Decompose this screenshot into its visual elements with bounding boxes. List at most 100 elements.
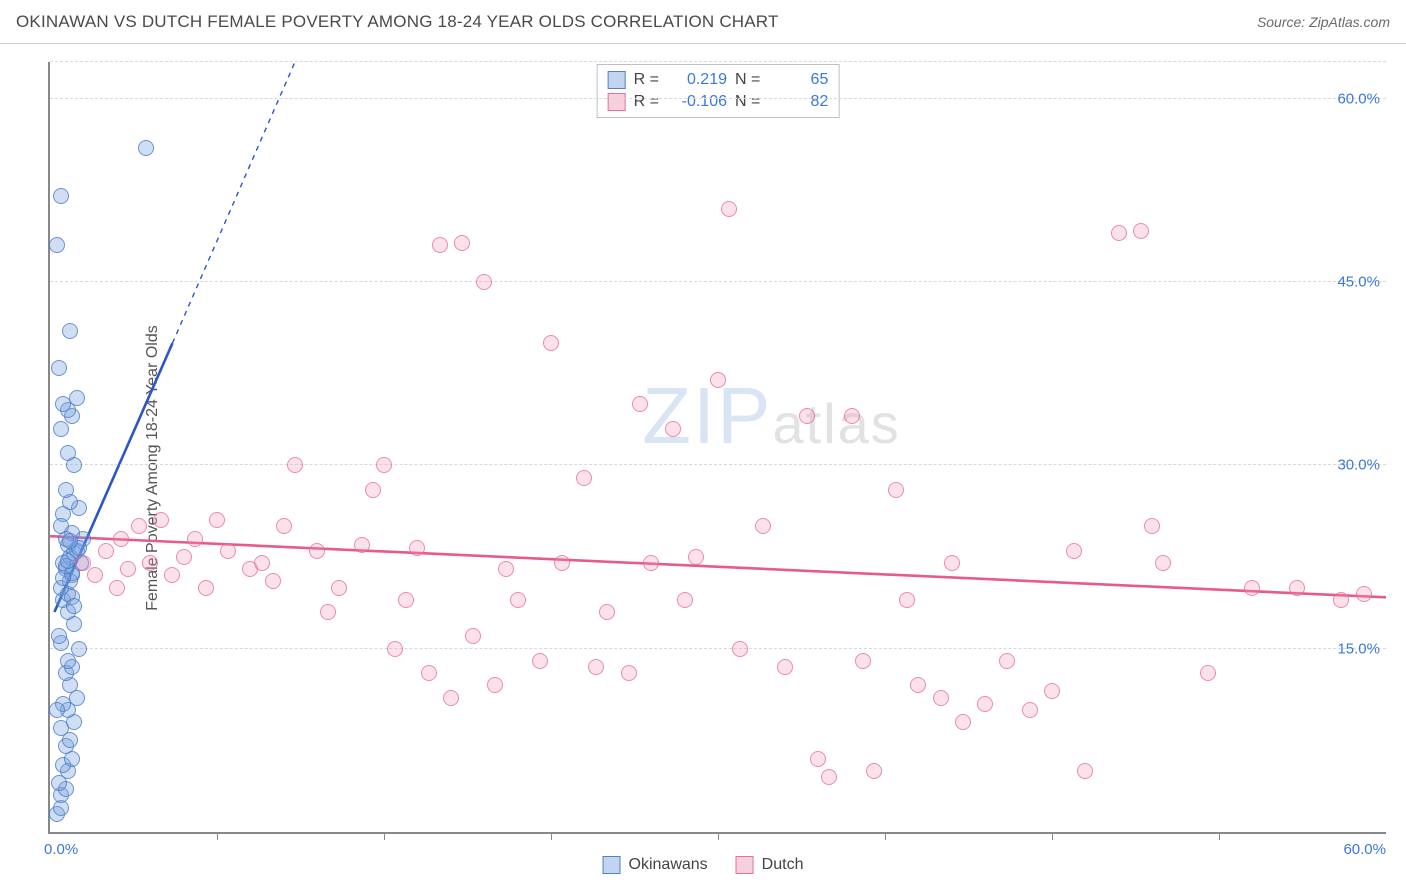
data-point-okinawans — [51, 360, 67, 376]
data-point-dutch — [365, 482, 381, 498]
title-bar: OKINAWAN VS DUTCH FEMALE POVERTY AMONG 1… — [0, 0, 1406, 44]
data-point-dutch — [1133, 223, 1149, 239]
data-point-okinawans — [62, 533, 78, 549]
data-point-dutch — [287, 457, 303, 473]
n-label: N = — [735, 71, 760, 89]
data-point-dutch — [599, 604, 615, 620]
r-value-okinawans: 0.219 — [667, 71, 727, 89]
gridline — [50, 464, 1386, 465]
data-point-dutch — [376, 457, 392, 473]
data-point-dutch — [576, 470, 592, 486]
y-tick-label: 45.0% — [1337, 274, 1380, 291]
data-point-dutch — [432, 237, 448, 253]
x-tick — [1219, 832, 1220, 840]
y-tick-label: 15.0% — [1337, 640, 1380, 657]
data-point-dutch — [265, 573, 281, 589]
data-point-dutch — [855, 653, 871, 669]
data-point-dutch — [1044, 683, 1060, 699]
data-point-dutch — [710, 372, 726, 388]
data-point-okinawans — [60, 445, 76, 461]
data-point-dutch — [87, 567, 103, 583]
data-point-dutch — [113, 531, 129, 547]
data-point-dutch — [1077, 763, 1093, 779]
data-point-dutch — [732, 641, 748, 657]
data-point-dutch — [198, 580, 214, 596]
data-point-dutch — [187, 531, 203, 547]
gridline — [50, 98, 1386, 99]
data-point-okinawans — [49, 237, 65, 253]
n-label: N = — [735, 93, 760, 111]
data-point-dutch — [153, 512, 169, 528]
data-point-dutch — [443, 690, 459, 706]
data-point-dutch — [621, 665, 637, 681]
x-tick — [384, 832, 385, 840]
data-point-okinawans — [58, 482, 74, 498]
data-point-dutch — [421, 665, 437, 681]
data-point-okinawans — [53, 421, 69, 437]
x-tick — [718, 832, 719, 840]
data-point-okinawans — [49, 702, 65, 718]
swatch-blue-icon — [608, 71, 626, 89]
data-point-dutch — [899, 592, 915, 608]
data-point-dutch — [821, 769, 837, 785]
data-point-dutch — [498, 561, 514, 577]
stats-row-okinawans: R = 0.219 N = 65 — [608, 69, 829, 91]
data-point-dutch — [999, 653, 1015, 669]
data-point-dutch — [677, 592, 693, 608]
chart-title: OKINAWAN VS DUTCH FEMALE POVERTY AMONG 1… — [16, 12, 779, 32]
data-point-dutch — [398, 592, 414, 608]
data-point-okinawans — [138, 140, 154, 156]
data-point-okinawans — [71, 641, 87, 657]
y-tick-label: 60.0% — [1337, 90, 1380, 107]
data-point-dutch — [131, 518, 147, 534]
legend: Okinawans Dutch — [603, 856, 804, 874]
data-point-dutch — [888, 482, 904, 498]
r-label: R = — [634, 71, 659, 89]
x-tick — [217, 832, 218, 840]
data-point-dutch — [120, 561, 136, 577]
data-point-dutch — [276, 518, 292, 534]
legend-item-okinawans: Okinawans — [603, 856, 708, 874]
data-point-dutch — [977, 696, 993, 712]
x-origin-label: 0.0% — [44, 841, 78, 858]
source-attribution: Source: ZipAtlas.com — [1257, 14, 1390, 30]
data-point-dutch — [1111, 225, 1127, 241]
data-point-dutch — [721, 201, 737, 217]
data-point-okinawans — [60, 653, 76, 669]
data-point-dutch — [1289, 580, 1305, 596]
data-point-okinawans — [53, 188, 69, 204]
data-point-dutch — [98, 543, 114, 559]
gridline — [50, 61, 1386, 62]
swatch-pink-icon — [608, 93, 626, 111]
data-point-dutch — [1333, 592, 1349, 608]
data-point-dutch — [844, 408, 860, 424]
r-value-dutch: -0.106 — [667, 93, 727, 111]
data-point-dutch — [866, 763, 882, 779]
data-point-dutch — [254, 555, 270, 571]
legend-item-dutch: Dutch — [736, 856, 804, 874]
data-point-dutch — [465, 628, 481, 644]
data-point-dutch — [164, 567, 180, 583]
y-tick-label: 30.0% — [1337, 457, 1380, 474]
x-max-label: 60.0% — [1343, 841, 1386, 858]
watermark-atlas: atlas — [773, 392, 901, 455]
swatch-blue-icon — [603, 856, 621, 874]
stats-box: R = 0.219 N = 65 R = -0.106 N = 82 — [597, 64, 840, 118]
trend-lines — [50, 62, 1386, 832]
data-point-dutch — [387, 641, 403, 657]
data-point-dutch — [354, 537, 370, 553]
gridline — [50, 648, 1386, 649]
data-point-dutch — [309, 543, 325, 559]
watermark-zip: ZIP — [642, 371, 772, 460]
data-point-dutch — [454, 235, 470, 251]
data-point-dutch — [944, 555, 960, 571]
data-point-dutch — [1155, 555, 1171, 571]
x-tick — [1052, 832, 1053, 840]
data-point-dutch — [955, 714, 971, 730]
data-point-dutch — [554, 555, 570, 571]
gridline — [50, 281, 1386, 282]
data-point-dutch — [142, 555, 158, 571]
data-point-dutch — [476, 274, 492, 290]
data-point-dutch — [331, 580, 347, 596]
data-point-dutch — [220, 543, 236, 559]
